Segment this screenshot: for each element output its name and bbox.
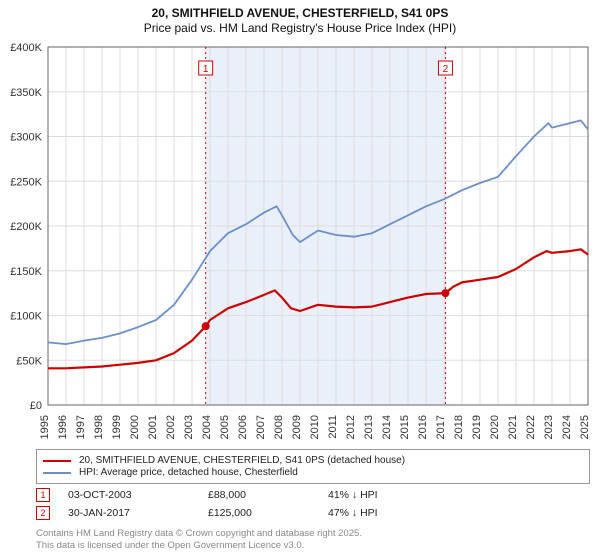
legend: 20, SMITHFIELD AVENUE, CHESTERFIELD, S41… bbox=[36, 449, 590, 484]
sale-row: 1 03-OCT-2003 £88,000 41% ↓ HPI bbox=[36, 488, 600, 502]
svg-text:£50K: £50K bbox=[16, 355, 42, 367]
svg-text:1999: 1999 bbox=[111, 415, 123, 439]
sale-marker-icon: 1 bbox=[36, 488, 50, 502]
svg-text:2001: 2001 bbox=[147, 415, 159, 439]
svg-text:2013: 2013 bbox=[363, 415, 375, 439]
svg-text:2024: 2024 bbox=[561, 415, 573, 439]
sale-date: 30-JAN-2017 bbox=[68, 507, 208, 519]
svg-text:£0: £0 bbox=[30, 400, 42, 412]
svg-text:2015: 2015 bbox=[399, 415, 411, 439]
svg-text:1996: 1996 bbox=[57, 415, 69, 439]
chart-svg: £0 £50K £100K £150K £200K £250K £300K £350K £400… bbox=[0, 39, 600, 443]
sale-date: 03-OCT-2003 bbox=[68, 489, 208, 501]
svg-text:2014: 2014 bbox=[381, 415, 393, 439]
sale-price: £88,000 bbox=[208, 489, 328, 501]
svg-text:2010: 2010 bbox=[309, 415, 321, 439]
legend-label: HPI: Average price, detached house, Ches… bbox=[79, 467, 298, 478]
footer: Contains HM Land Registry data © Crown c… bbox=[36, 528, 600, 553]
svg-text:1998: 1998 bbox=[93, 415, 105, 439]
sale-hpi: 41% ↓ HPI bbox=[328, 489, 448, 501]
svg-text:£200K: £200K bbox=[10, 221, 42, 233]
svg-text:2008: 2008 bbox=[273, 415, 285, 439]
chart-container: 20, SMITHFIELD AVENUE, CHESTERFIELD, S41… bbox=[0, 0, 600, 553]
footer-line: Contains HM Land Registry data © Crown c… bbox=[36, 528, 600, 540]
svg-text:2016: 2016 bbox=[417, 415, 429, 439]
svg-text:£150K: £150K bbox=[10, 266, 42, 278]
svg-text:2019: 2019 bbox=[471, 415, 483, 439]
svg-text:1997: 1997 bbox=[75, 415, 87, 439]
svg-text:2000: 2000 bbox=[129, 415, 141, 439]
svg-text:2022: 2022 bbox=[525, 415, 537, 439]
svg-text:2003: 2003 bbox=[183, 415, 195, 439]
svg-text:£350K: £350K bbox=[10, 87, 42, 99]
svg-text:2: 2 bbox=[443, 64, 449, 75]
svg-text:2006: 2006 bbox=[237, 415, 249, 439]
legend-item: 20, SMITHFIELD AVENUE, CHESTERFIELD, S41… bbox=[43, 455, 583, 466]
svg-text:2007: 2007 bbox=[255, 415, 267, 439]
legend-label: 20, SMITHFIELD AVENUE, CHESTERFIELD, S41… bbox=[79, 455, 405, 466]
svg-text:2020: 2020 bbox=[489, 415, 501, 439]
sale-marker-icon: 2 bbox=[36, 506, 50, 520]
svg-text:1: 1 bbox=[203, 64, 209, 75]
sale-hpi: 47% ↓ HPI bbox=[328, 507, 448, 519]
svg-text:2025: 2025 bbox=[579, 415, 591, 439]
svg-text:2012: 2012 bbox=[345, 415, 357, 439]
title-address: 20, SMITHFIELD AVENUE, CHESTERFIELD, S41… bbox=[0, 6, 600, 20]
svg-text:2021: 2021 bbox=[507, 415, 519, 439]
chart-area: £0 £50K £100K £150K £200K £250K £300K £350K £400… bbox=[0, 39, 600, 443]
svg-text:2004: 2004 bbox=[201, 415, 213, 439]
svg-text:1995: 1995 bbox=[39, 415, 51, 439]
title-block: 20, SMITHFIELD AVENUE, CHESTERFIELD, S41… bbox=[0, 0, 600, 39]
legend-item: HPI: Average price, detached house, Ches… bbox=[43, 467, 583, 478]
sale-price: £125,000 bbox=[208, 507, 328, 519]
title-subtitle: Price paid vs. HM Land Registry's House … bbox=[0, 21, 600, 35]
svg-text:2002: 2002 bbox=[165, 415, 177, 439]
svg-text:2005: 2005 bbox=[219, 415, 231, 439]
svg-text:£100K: £100K bbox=[10, 311, 42, 323]
svg-text:£400K: £400K bbox=[10, 42, 42, 54]
svg-text:2011: 2011 bbox=[327, 415, 339, 439]
svg-text:2023: 2023 bbox=[543, 415, 555, 439]
svg-text:£300K: £300K bbox=[10, 132, 42, 144]
svg-text:2009: 2009 bbox=[291, 415, 303, 439]
legend-swatch bbox=[43, 460, 71, 462]
footer-line: This data is licensed under the Open Gov… bbox=[36, 540, 600, 552]
svg-text:£250K: £250K bbox=[10, 176, 42, 188]
legend-swatch bbox=[43, 472, 71, 474]
svg-text:2017: 2017 bbox=[435, 415, 447, 439]
svg-text:2018: 2018 bbox=[453, 415, 465, 439]
sale-row: 2 30-JAN-2017 £125,000 47% ↓ HPI bbox=[36, 506, 600, 520]
